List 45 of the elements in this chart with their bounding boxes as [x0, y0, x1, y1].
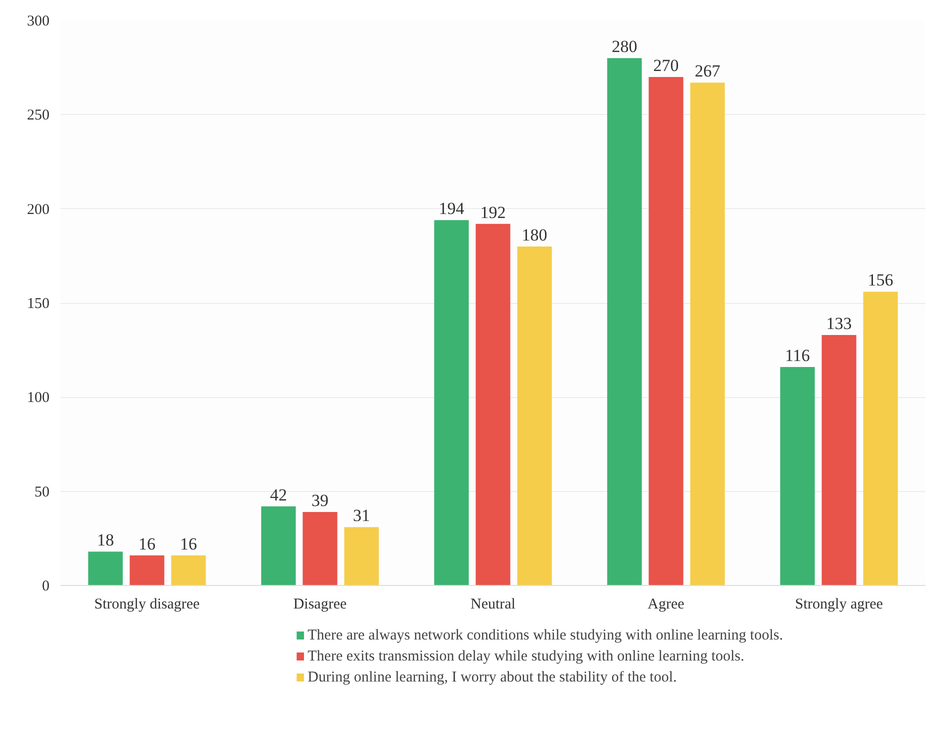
y-tick-label: 0	[42, 578, 50, 594]
x-tick-label: Disagree	[293, 596, 347, 612]
y-tick-label: 100	[27, 390, 50, 406]
x-tick-label: Neutral	[470, 596, 516, 612]
data-label: 133	[826, 314, 852, 334]
data-label: 270	[653, 56, 679, 75]
data-label: 42	[270, 485, 287, 504]
bar	[261, 506, 296, 586]
data-label: 39	[312, 491, 328, 510]
x-tick-label: Strongly agree	[795, 596, 884, 612]
bar	[607, 58, 642, 586]
data-label: 18	[96, 530, 114, 550]
y-tick-label: 150	[27, 296, 50, 312]
bar	[88, 552, 123, 586]
x-tick-label: Strongly disagree	[94, 596, 200, 612]
data-label: 116	[785, 346, 810, 366]
bar	[690, 82, 725, 586]
bar	[130, 555, 164, 586]
bar	[171, 555, 206, 586]
y-tick-label: 300	[27, 14, 50, 30]
legend-label: There are always network conditions while studying with online learning tools.	[308, 628, 783, 644]
data-label: 156	[868, 270, 894, 290]
legend-label: During online learning, I worry about the stability of the tool.	[308, 670, 677, 686]
data-label: 16	[138, 534, 156, 554]
data-label: 192	[480, 202, 506, 222]
x-tick-label: Agree	[648, 596, 685, 612]
bar	[434, 220, 469, 586]
bar	[863, 292, 898, 586]
bar	[302, 512, 338, 586]
data-label: 180	[522, 226, 548, 244]
data-label: 267	[694, 62, 721, 81]
y-tick-label: 200	[27, 202, 50, 218]
data-label: 31	[353, 506, 370, 526]
bar	[476, 224, 510, 586]
bar	[648, 77, 684, 586]
bar	[780, 367, 815, 586]
y-tick-label: 250	[27, 108, 50, 124]
data-label: 16	[180, 534, 198, 554]
legend-label: There exits transmission delay while studying with online learning tools.	[308, 648, 744, 664]
bar	[517, 246, 552, 586]
data-label: 280	[612, 37, 638, 56]
bar	[344, 527, 379, 586]
bar	[822, 335, 856, 586]
data-label: 194	[438, 199, 465, 218]
y-tick-label: 50	[34, 484, 50, 500]
